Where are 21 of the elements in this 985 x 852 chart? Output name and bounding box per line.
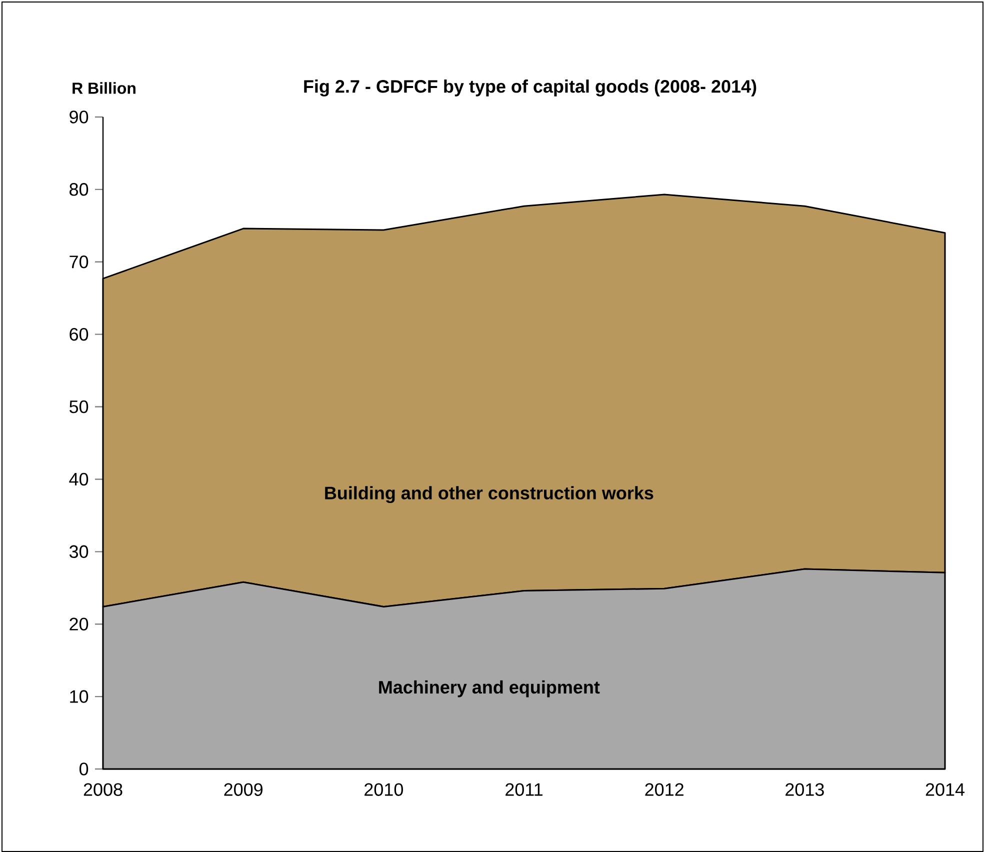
y-tick-label: 60 bbox=[70, 328, 88, 341]
series-label: Building and other construction works bbox=[325, 486, 654, 504]
chart-title: Fig 2.7 - GDFCF by type of capital goods (2008- 2014) bbox=[304, 80, 756, 96]
x-tick-label: 2009 bbox=[224, 783, 262, 796]
x-tick-label: 2012 bbox=[645, 783, 684, 796]
x-tick-label: 2010 bbox=[364, 783, 403, 796]
y-axis-title: R Billion bbox=[72, 82, 136, 94]
y-tick-label: 50 bbox=[70, 400, 88, 414]
y-tick-label: 20 bbox=[70, 618, 88, 630]
x-tick-label: 2013 bbox=[786, 783, 824, 796]
y-tick-label: 80 bbox=[70, 183, 88, 196]
series-label: Machinery and equipment bbox=[379, 680, 600, 698]
x-tick-label: 2014 bbox=[926, 783, 964, 796]
y-tick-label: 40 bbox=[69, 472, 88, 486]
y-tick-label: 10 bbox=[70, 690, 88, 703]
x-tick-label: 2011 bbox=[506, 783, 542, 796]
x-tick-label: 2008 bbox=[84, 783, 122, 796]
y-tick-label: 90 bbox=[70, 110, 88, 124]
y-tick-label: 70 bbox=[70, 256, 88, 268]
y-tick-label: 0 bbox=[79, 762, 88, 776]
y-tick-label: 30 bbox=[69, 545, 88, 558]
